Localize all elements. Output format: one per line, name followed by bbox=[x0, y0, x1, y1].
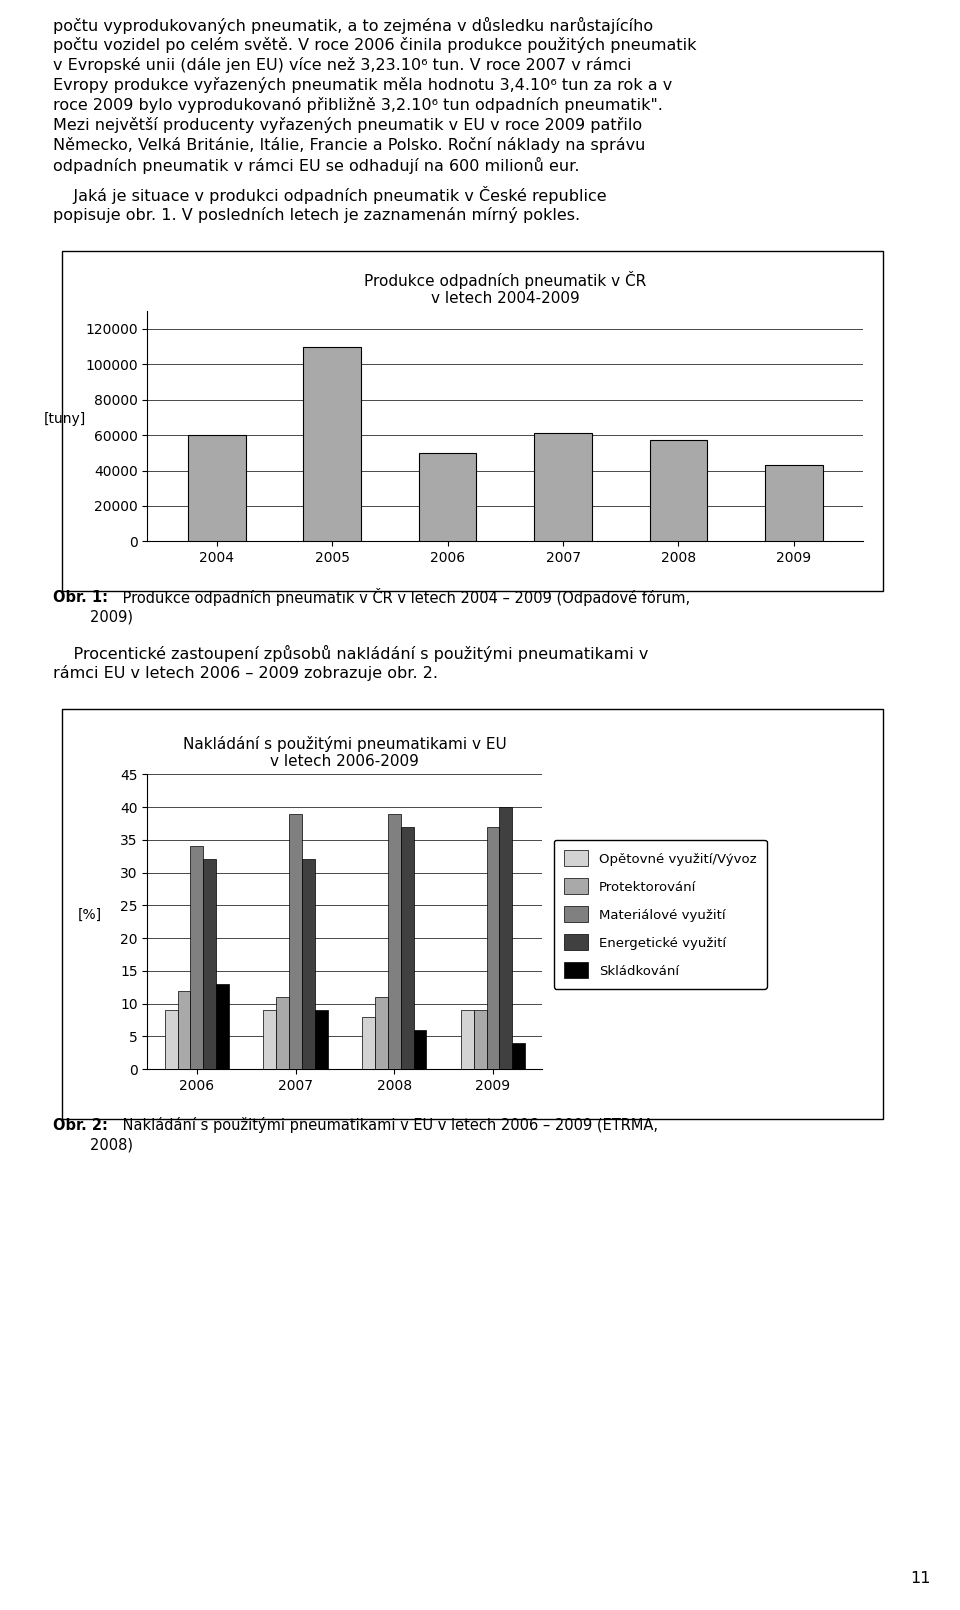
Bar bbox=[216, 984, 228, 1069]
Text: Jaká je situace v produkci odpadních pneumatik v České republice: Jaká je situace v produkci odpadních pne… bbox=[53, 187, 607, 204]
Text: Obr. 2:: Obr. 2: bbox=[53, 1117, 108, 1133]
Bar bbox=[289, 813, 302, 1069]
Bar bbox=[375, 997, 388, 1069]
Bar bbox=[474, 1009, 487, 1069]
Text: Produkce odpadních pneumatik v ČR v letech 2004 – 2009 (Odpadové fórum,: Produkce odpadních pneumatik v ČR v lete… bbox=[118, 588, 690, 607]
Bar bbox=[487, 826, 499, 1069]
Text: odpadních pneumatik v rámci EU se odhadují na 600 milionů eur.: odpadních pneumatik v rámci EU se odhadu… bbox=[53, 156, 579, 174]
Bar bbox=[400, 826, 414, 1069]
Text: 2008): 2008) bbox=[53, 1138, 132, 1153]
Bar bbox=[499, 807, 513, 1069]
Text: Obr. 1:: Obr. 1: bbox=[53, 589, 108, 605]
Bar bbox=[534, 433, 592, 541]
Bar bbox=[765, 465, 823, 541]
Title: Produkce odpadních pneumatik v ČR
v letech 2004-2009: Produkce odpadních pneumatik v ČR v lete… bbox=[364, 270, 646, 306]
Text: 2009): 2009) bbox=[53, 610, 132, 625]
Text: Nakládání s použitými pneumatikami v EU v letech 2006 – 2009 (ETRMA,: Nakládání s použitými pneumatikami v EU … bbox=[118, 1117, 659, 1133]
Bar bbox=[461, 1009, 474, 1069]
Text: Mezi největší producenty vyřazených pneumatik v EU v roce 2009 patřilo: Mezi největší producenty vyřazených pneu… bbox=[53, 118, 642, 134]
Text: Německo, Velká Británie, Itálie, Francie a Polsko. Roční náklady na správu: Německo, Velká Británie, Itálie, Francie… bbox=[53, 137, 645, 153]
Text: Evropy produkce vyřazených pneumatik měla hodnotu 3,4.10⁶ tun za rok a v: Evropy produkce vyřazených pneumatik měl… bbox=[53, 77, 672, 93]
Text: počtu vozidel po celém světě. V roce 2006 činila produkce použitých pneumatik: počtu vozidel po celém světě. V roce 200… bbox=[53, 37, 696, 53]
Bar bbox=[302, 860, 315, 1069]
Text: Procentické zastoupení způsobů nakládání s použitými pneumatikami v: Procentické zastoupení způsobů nakládání… bbox=[53, 644, 648, 662]
Bar bbox=[165, 1009, 178, 1069]
Bar bbox=[513, 1043, 525, 1069]
Y-axis label: [%]: [%] bbox=[78, 908, 102, 923]
Bar bbox=[362, 1018, 375, 1069]
Y-axis label: [tuny]: [tuny] bbox=[44, 412, 86, 427]
Text: rámci EU v letech 2006 – 2009 zobrazuje obr. 2.: rámci EU v letech 2006 – 2009 zobrazuje … bbox=[53, 665, 438, 681]
Text: v Evropské unii (dále jen EU) více než 3,23.10⁶ tun. V roce 2007 v rámci: v Evropské unii (dále jen EU) více než 3… bbox=[53, 58, 631, 74]
Bar bbox=[414, 1030, 426, 1069]
Bar bbox=[276, 997, 289, 1069]
Text: roce 2009 bylo vyprodukovanó přibližně 3,2.10⁶ tun odpadních pneumatik".: roce 2009 bylo vyprodukovanó přibližně 3… bbox=[53, 97, 662, 113]
Bar bbox=[303, 346, 361, 541]
Bar bbox=[263, 1009, 276, 1069]
Legend: Opětovné využití/Vývoz, Protektorování, Materiálové využití, Energetické využití: Opětovné využití/Vývoz, Protektorování, … bbox=[554, 840, 767, 989]
Bar bbox=[188, 435, 246, 541]
Title: Nakládání s použitými pneumatikami v EU
v letech 2006-2009: Nakládání s použitými pneumatikami v EU … bbox=[183, 736, 507, 770]
Bar bbox=[204, 860, 216, 1069]
Text: 11: 11 bbox=[911, 1571, 931, 1586]
Bar bbox=[650, 441, 708, 541]
Bar bbox=[419, 452, 476, 541]
Bar bbox=[190, 847, 204, 1069]
Text: počtu vyprodukovaných pneumatik, a to zejména v důsledku narůstajícího: počtu vyprodukovaných pneumatik, a to ze… bbox=[53, 16, 653, 34]
Bar bbox=[388, 813, 400, 1069]
Bar bbox=[315, 1009, 327, 1069]
Bar bbox=[178, 990, 190, 1069]
Text: popisuje obr. 1. V posledních letech je zaznamenán mírný pokles.: popisuje obr. 1. V posledních letech je … bbox=[53, 208, 580, 224]
